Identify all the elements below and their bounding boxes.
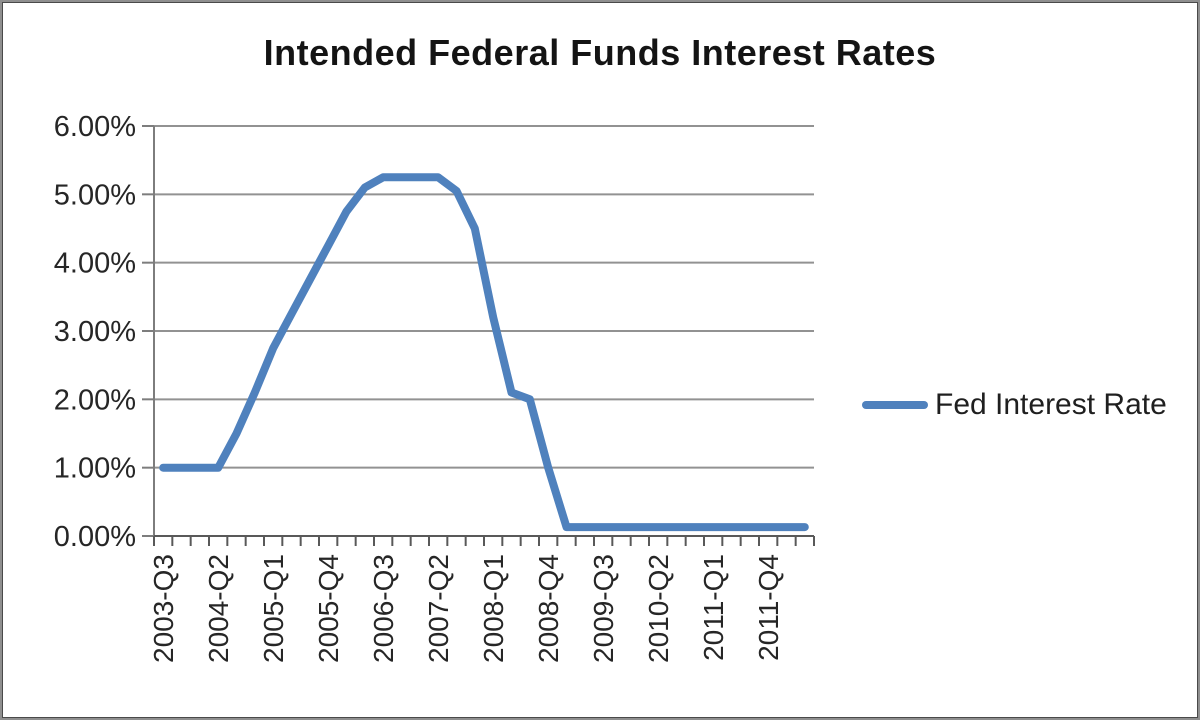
legend: Fed Interest Rate — [862, 388, 1167, 422]
x-tick-label: 2005-Q4 — [313, 554, 344, 663]
x-tick-label: 2004-Q2 — [203, 554, 234, 663]
x-tick-label: 2003-Q3 — [148, 554, 179, 663]
x-tick-label: 2008-Q1 — [478, 554, 509, 663]
fed-interest-rate-line — [159, 173, 809, 532]
y-tick-label: 2.00% — [54, 384, 136, 416]
y-tick-label: 3.00% — [54, 316, 136, 348]
x-tick-label: 2011-Q1 — [698, 554, 729, 661]
x-tick-label: 2006-Q3 — [368, 554, 399, 663]
y-tick-label: 0.00% — [54, 521, 136, 553]
y-tick-label: 4.00% — [54, 248, 136, 280]
chart-title: Intended Federal Funds Interest Rates — [263, 32, 937, 73]
x-tick-label: 2007-Q2 — [423, 554, 454, 663]
x-tick-label: 2008-Q4 — [533, 554, 564, 663]
y-tick-label: 5.00% — [54, 179, 136, 211]
y-tick-label: 1.00% — [54, 453, 136, 485]
legend-line-sample — [862, 401, 928, 409]
x-tick-label: 2009-Q3 — [588, 554, 619, 663]
x-tick-label: 2010-Q2 — [643, 554, 674, 663]
legend-series-label: Fed Interest Rate — [935, 388, 1167, 421]
x-tick-label: 2011-Q4 — [753, 554, 784, 661]
x-tick-label: 2005-Q1 — [258, 554, 289, 663]
y-tick-label: 6.00% — [54, 111, 136, 143]
